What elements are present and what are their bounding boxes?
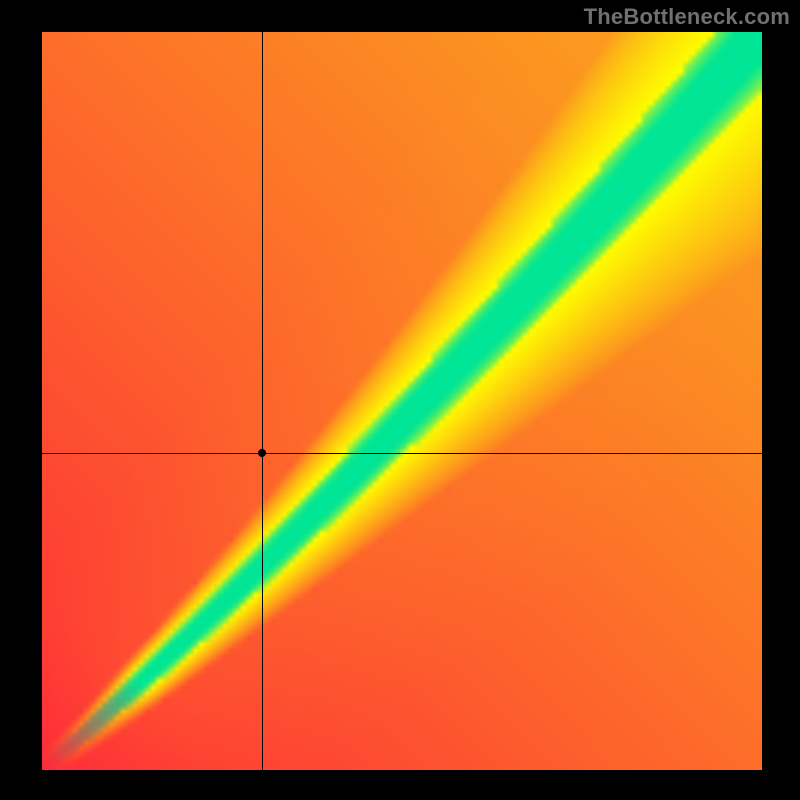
watermark-text: TheBottleneck.com bbox=[584, 4, 790, 30]
bottleneck-heatmap bbox=[42, 32, 762, 770]
crosshair-vertical bbox=[262, 32, 263, 770]
crosshair-point bbox=[258, 449, 266, 457]
crosshair-horizontal bbox=[42, 453, 762, 454]
chart-frame: TheBottleneck.com bbox=[0, 0, 800, 800]
